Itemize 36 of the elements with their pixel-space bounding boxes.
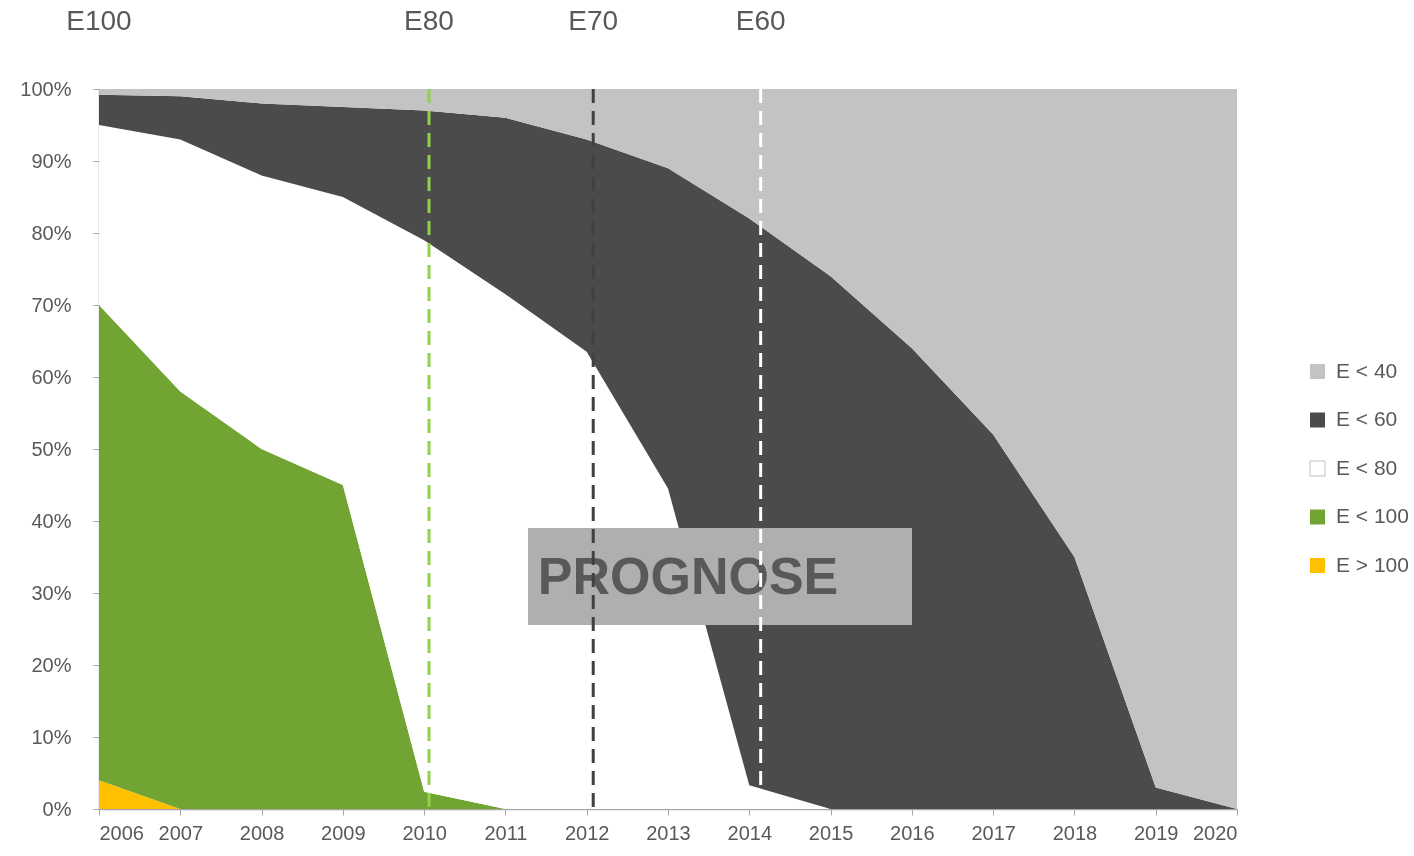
x-tick-label: 2012 [564,821,610,844]
text: E100 [66,5,132,36]
legend-label: E < 60 [1336,407,1398,430]
x-tick-label: 2013 [646,821,691,844]
y-tick-label: 90% [31,149,72,172]
x-tick-label: 2018 [1052,821,1098,844]
legend-label: E < 80 [1336,455,1398,479]
ref-line-label: E70 [568,5,619,36]
legend-label: E < 100 [1336,504,1409,527]
y-tick-label: 70% [31,293,72,316]
y-tick-label: 0% [42,797,72,820]
y-tick-label: 50% [31,437,72,460]
y-tick-label: 80% [31,221,72,244]
y-tick-label: 40% [31,509,72,532]
ref-line-label: E80 [404,5,454,36]
x-tick-label: 2017 [971,821,1016,844]
y-tick-label: 20% [31,653,72,676]
y-tick-label: 10% [31,725,72,748]
x-tick-label: 2009 [321,821,366,844]
x-tick-label: 2011 [484,821,528,844]
x-tick-label: 2019 [1133,821,1179,844]
legend-label: E < 40 [1336,358,1398,382]
x-tick-label: 2015 [808,821,854,844]
x-tick-label: 2008 [239,821,285,844]
y-tick-label: 30% [31,581,72,604]
ref-line-label: E60 [735,5,786,36]
x-tick-label: 2016 [890,821,935,844]
x-tick-label: 2020 [1193,821,1238,844]
x-tick-label: 2007 [158,821,204,844]
y-tick-label: 60% [31,365,72,388]
legend-label: E > 100 [1336,552,1409,576]
y-tick-label: 100% [20,77,72,100]
x-tick-label: 2014 [727,821,773,844]
x-tick-label: 2006 [99,821,144,844]
annotation: PROGNOSE [537,547,839,605]
x-tick-label: 2010 [402,821,447,844]
